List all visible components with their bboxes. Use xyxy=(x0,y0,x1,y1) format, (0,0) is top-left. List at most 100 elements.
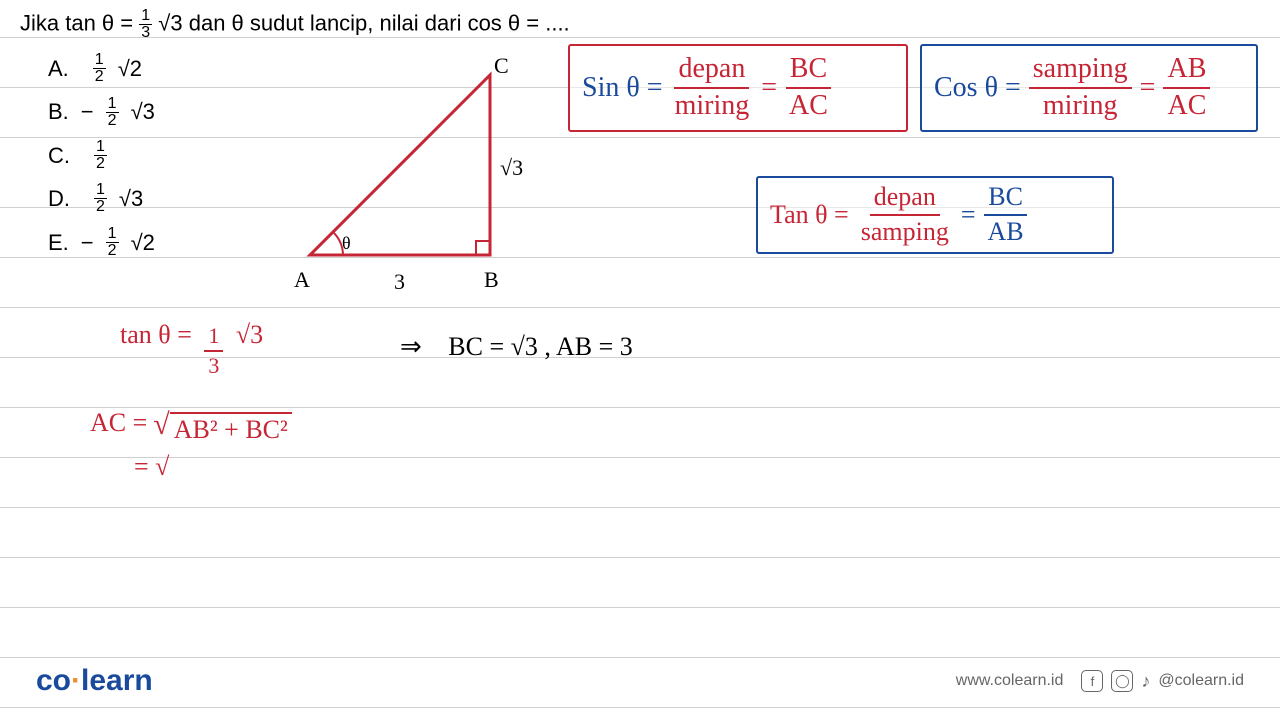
facebook-icon: f xyxy=(1081,670,1103,692)
option-frac: 12 xyxy=(94,182,107,215)
option-rad: √2 xyxy=(118,50,142,87)
n: AB xyxy=(1163,54,1210,89)
logo-dot: · xyxy=(71,664,81,697)
frac-num: 1 xyxy=(139,8,152,25)
radicand: AB² + BC² xyxy=(170,412,292,446)
cos-eq: = xyxy=(1140,72,1156,104)
n: 1 xyxy=(94,139,107,156)
working-implies: ⇒ BC = √3 , AB = 3 xyxy=(400,332,633,362)
frac-den: 3 xyxy=(139,25,152,41)
social-links: f ◯ ♪ @colearn.id xyxy=(1081,670,1244,692)
option-frac: 12 xyxy=(106,226,119,259)
footer-right: www.colearn.id f ◯ ♪ @colearn.id xyxy=(956,670,1244,692)
cos-lhs: Cos θ = xyxy=(934,72,1021,104)
option-e: E. − 12 √2 xyxy=(48,224,155,261)
cos-frac2: AB AC xyxy=(1163,54,1210,122)
option-rad: √3 xyxy=(131,93,155,130)
d: 2 xyxy=(106,113,119,129)
options-list: A. 12 √2 B. − 12 √3 C. 12 D. 12 √3 E. − … xyxy=(48,50,155,267)
d: miring xyxy=(1039,89,1122,122)
sin-eq: = xyxy=(761,72,777,104)
d: 3 xyxy=(204,352,223,378)
option-frac: 12 xyxy=(106,96,119,129)
option-b: B. − 12 √3 xyxy=(48,93,155,130)
tan-formula-box: Tan θ = depan samping = BC AB xyxy=(756,176,1114,254)
option-sign: − xyxy=(81,93,94,130)
tan-lhs: Tan θ = xyxy=(770,200,849,230)
tan-frac1: depan samping xyxy=(857,183,953,246)
vertex-a-label: A xyxy=(294,267,310,293)
option-letter: C. xyxy=(48,137,70,174)
ac-line2: = √ xyxy=(134,452,292,482)
frac: 1 3 xyxy=(204,324,223,378)
right-angle-mark xyxy=(476,241,490,255)
triangle-shape xyxy=(310,75,490,255)
sin-frac2: BC AC xyxy=(785,54,832,122)
question-text: Jika tan θ = 1 3 √3 dan θ sudut lancip, … xyxy=(20,8,570,41)
option-a: A. 12 √2 xyxy=(48,50,155,87)
option-frac: 12 xyxy=(94,139,107,172)
rad: √3 xyxy=(236,320,263,349)
triangle-diagram: C A B θ √3 3 xyxy=(280,55,540,305)
n: BC xyxy=(984,183,1027,216)
sin-lhs: Sin θ = xyxy=(582,72,663,104)
option-c: C. 12 xyxy=(48,137,155,174)
n: 1 xyxy=(93,52,106,69)
option-rad: √2 xyxy=(131,224,155,261)
sin-formula-box: Sin θ = depan miring = BC AC xyxy=(568,44,908,132)
option-letter: A. xyxy=(48,50,69,87)
footer-url: www.colearn.id xyxy=(956,672,1064,690)
n: depan xyxy=(870,183,940,216)
d: AC xyxy=(1163,89,1210,122)
cos-formula-box: Cos θ = samping miring = AB AC xyxy=(920,44,1258,132)
footer-handle: @colearn.id xyxy=(1158,672,1244,690)
n: 1 xyxy=(106,226,119,243)
option-frac: 12 xyxy=(93,52,106,85)
sqrt-symbol-icon: √ xyxy=(153,408,169,442)
option-letter: D. xyxy=(48,180,70,217)
d: AC xyxy=(785,89,832,122)
d: 2 xyxy=(94,156,107,172)
option-sign: − xyxy=(81,224,94,261)
instagram-icon: ◯ xyxy=(1111,670,1133,692)
d: 2 xyxy=(93,69,106,85)
cos-frac1: samping miring xyxy=(1029,54,1132,122)
vertex-b-label: B xyxy=(484,267,499,293)
option-letter: B. xyxy=(48,93,69,130)
brand-logo: co·learn xyxy=(36,664,153,698)
footer: co·learn www.colearn.id f ◯ ♪ @colearn.i… xyxy=(0,664,1280,698)
vertex-c-label: C xyxy=(494,53,509,79)
logo-part-a: co xyxy=(36,664,71,697)
n: 1 xyxy=(204,324,223,352)
option-letter: E. xyxy=(48,224,69,261)
side-ab-label: 3 xyxy=(394,269,405,295)
n: BC xyxy=(786,54,831,89)
logo-part-b: learn xyxy=(81,664,153,697)
tiktok-icon: ♪ xyxy=(1141,671,1150,692)
question-fraction: 1 3 xyxy=(139,8,152,41)
n: depan xyxy=(674,54,749,89)
n: samping xyxy=(1029,54,1132,89)
d: miring xyxy=(671,89,754,122)
d: 2 xyxy=(106,243,119,259)
question-prefix: Jika tan θ = xyxy=(20,10,133,35)
working-ac: AC = √ AB² + BC² = √ xyxy=(90,408,292,482)
d: samping xyxy=(857,216,953,247)
theta-label: θ xyxy=(342,233,351,254)
text: BC = √3 , AB = 3 xyxy=(448,332,632,361)
question-suffix: √3 dan θ sudut lancip, nilai dari cos θ … xyxy=(158,10,569,35)
tan-eq: = xyxy=(961,200,976,230)
lhs: AC = xyxy=(90,408,147,438)
working-tan: tan θ = 1 3 √3 xyxy=(120,320,263,378)
d: 2 xyxy=(94,199,107,215)
tan-frac2: BC AB xyxy=(984,183,1028,246)
lhs: tan θ = xyxy=(120,320,192,349)
option-rad: √3 xyxy=(119,180,143,217)
side-bc-label: √3 xyxy=(500,155,523,181)
arrow-icon: ⇒ xyxy=(400,332,422,361)
d: AB xyxy=(984,216,1028,247)
option-d: D. 12 √3 xyxy=(48,180,155,217)
n: 1 xyxy=(94,182,107,199)
ac-line1: AC = √ AB² + BC² xyxy=(90,408,292,446)
sin-frac1: depan miring xyxy=(671,54,754,122)
